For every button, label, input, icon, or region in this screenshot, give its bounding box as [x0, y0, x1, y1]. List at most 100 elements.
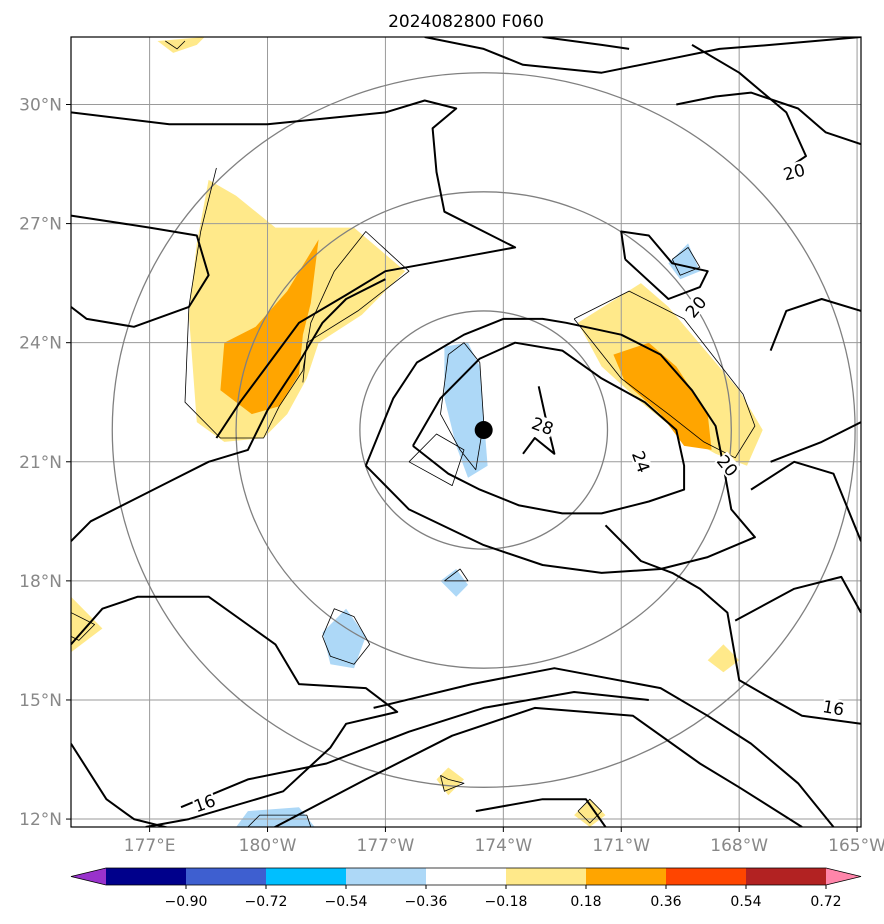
y-tick-label: 21°N	[19, 453, 62, 473]
y-tick-label: 18°N	[19, 572, 62, 592]
thin-contour-line	[184, 167, 410, 439]
contour-line	[691, 44, 807, 165]
contour-label-bg	[681, 292, 710, 321]
shaded-region-0.18-0.36	[71, 596, 103, 653]
range-ring	[359, 310, 609, 550]
thin-contour-line	[444, 568, 469, 582]
contour-line	[71, 214, 210, 328]
range-ring	[235, 191, 732, 669]
contour-line	[412, 341, 686, 515]
contour-line	[770, 421, 861, 463]
thin-contour-line	[165, 40, 186, 50]
thin-contour-line	[573, 290, 756, 459]
contour-line	[542, 37, 630, 50]
colorbar-extend-high	[826, 868, 861, 885]
colorbar-tick-label: 0.18	[570, 894, 601, 910]
contour-line	[750, 460, 861, 542]
x-tick-label: 177°E	[124, 836, 176, 856]
x-tick-label: 180°W	[239, 836, 297, 856]
contour-label-bg	[714, 451, 742, 480]
thin-contour-line	[671, 246, 701, 276]
contour-label: 24	[627, 449, 653, 476]
colorbar-segment	[746, 868, 827, 885]
colorbar: −0.90 −0.72 −0.54 −0.36 −0.18 0.18 0.36 0.54 0.7…	[70, 867, 862, 910]
thin-contour-line	[440, 342, 485, 471]
contour-line	[769, 298, 861, 351]
contour-label-bg	[529, 413, 557, 438]
colorbar-tick-label: −0.90	[165, 894, 208, 910]
shaded-region--0.36--0.18	[236, 807, 315, 827]
contour-label: 16	[191, 791, 218, 817]
contour-line	[373, 667, 835, 827]
y-tick-label: 15°N	[19, 691, 62, 711]
contour-line	[522, 386, 556, 455]
shaded-region-0.36-0.54	[613, 342, 712, 450]
colorbar-segment	[426, 868, 507, 885]
map-frame	[70, 36, 862, 828]
contour-label-bg	[629, 448, 654, 475]
shaded-region--0.36--0.18	[322, 608, 366, 669]
contour-line	[424, 37, 861, 74]
x-tick-label: 165°W	[828, 836, 884, 856]
axis-ticks: 177°E 180°W 177°W 174°W 171°W 168°W 165°W 12°N 1…	[19, 95, 884, 856]
contour-line	[71, 99, 517, 439]
x-tick-label: 171°W	[592, 836, 650, 856]
colorbar-extend-low	[71, 868, 106, 885]
shaded-region-0.18-0.36	[574, 799, 606, 827]
storm-center-marker	[474, 421, 493, 440]
range-ring	[111, 72, 856, 788]
thin-contour-line	[440, 775, 465, 792]
contour-line	[71, 595, 399, 827]
contour-line	[71, 743, 170, 827]
shaded-region--0.36--0.18	[444, 342, 488, 478]
colorbar-tick-label: 0.36	[650, 894, 681, 910]
contour-line	[604, 524, 861, 725]
colorbar-tick-label: −0.36	[405, 894, 448, 910]
colorbar-segment	[586, 868, 667, 885]
colorbar-segment	[266, 868, 347, 885]
shaded-region-0.18-0.36	[707, 644, 740, 673]
y-tick-label: 30°N	[19, 95, 62, 115]
contour-label-bg	[781, 160, 807, 183]
colorbar-tick-label: −0.54	[325, 894, 368, 910]
contour-line	[676, 91, 861, 146]
colorbar-tick-label: 0.72	[810, 894, 841, 910]
colorbar-segment	[506, 868, 587, 885]
y-tick-label: 27°N	[19, 215, 62, 235]
contour-line	[272, 706, 803, 827]
contour-label: 28	[529, 414, 556, 440]
colorbar-tick-label: 0.54	[730, 894, 761, 910]
y-tick-label: 12°N	[19, 810, 62, 830]
contour-line	[620, 230, 709, 300]
colorbar-tick-label: −0.18	[485, 894, 528, 910]
shaded-region-0.18-0.36	[436, 767, 464, 796]
contour-label-bg	[191, 790, 218, 815]
contour-line	[364, 317, 756, 574]
x-tick-label: 168°W	[710, 836, 768, 856]
colorbar-segment	[346, 868, 427, 885]
thin-contour-line	[247, 814, 312, 827]
shaded-region--0.36--0.18	[440, 569, 468, 597]
x-tick-label: 174°W	[474, 836, 532, 856]
contour-line	[475, 798, 607, 827]
y-tick-label: 24°N	[19, 334, 62, 354]
colorbar-segment	[666, 868, 747, 885]
contour-line	[71, 278, 386, 542]
contour-label-bg	[821, 697, 846, 718]
thin-contour-line	[408, 433, 465, 487]
contour-line	[734, 575, 861, 622]
colorbar-outline	[70, 867, 862, 886]
chart-title: 2024082800 F060	[388, 12, 544, 32]
colorbar-segment	[186, 868, 267, 885]
contour-label: 16	[821, 697, 846, 720]
contour-label: 20	[682, 293, 711, 322]
contour-line	[180, 691, 649, 809]
thin-contour-line	[577, 798, 602, 824]
thin-contour-line	[322, 608, 371, 665]
colorbar-segment	[106, 868, 187, 885]
x-tick-label: 177°W	[357, 836, 415, 856]
contour-label: 20	[781, 160, 807, 185]
colorbar-tick-label: −0.72	[245, 894, 288, 910]
